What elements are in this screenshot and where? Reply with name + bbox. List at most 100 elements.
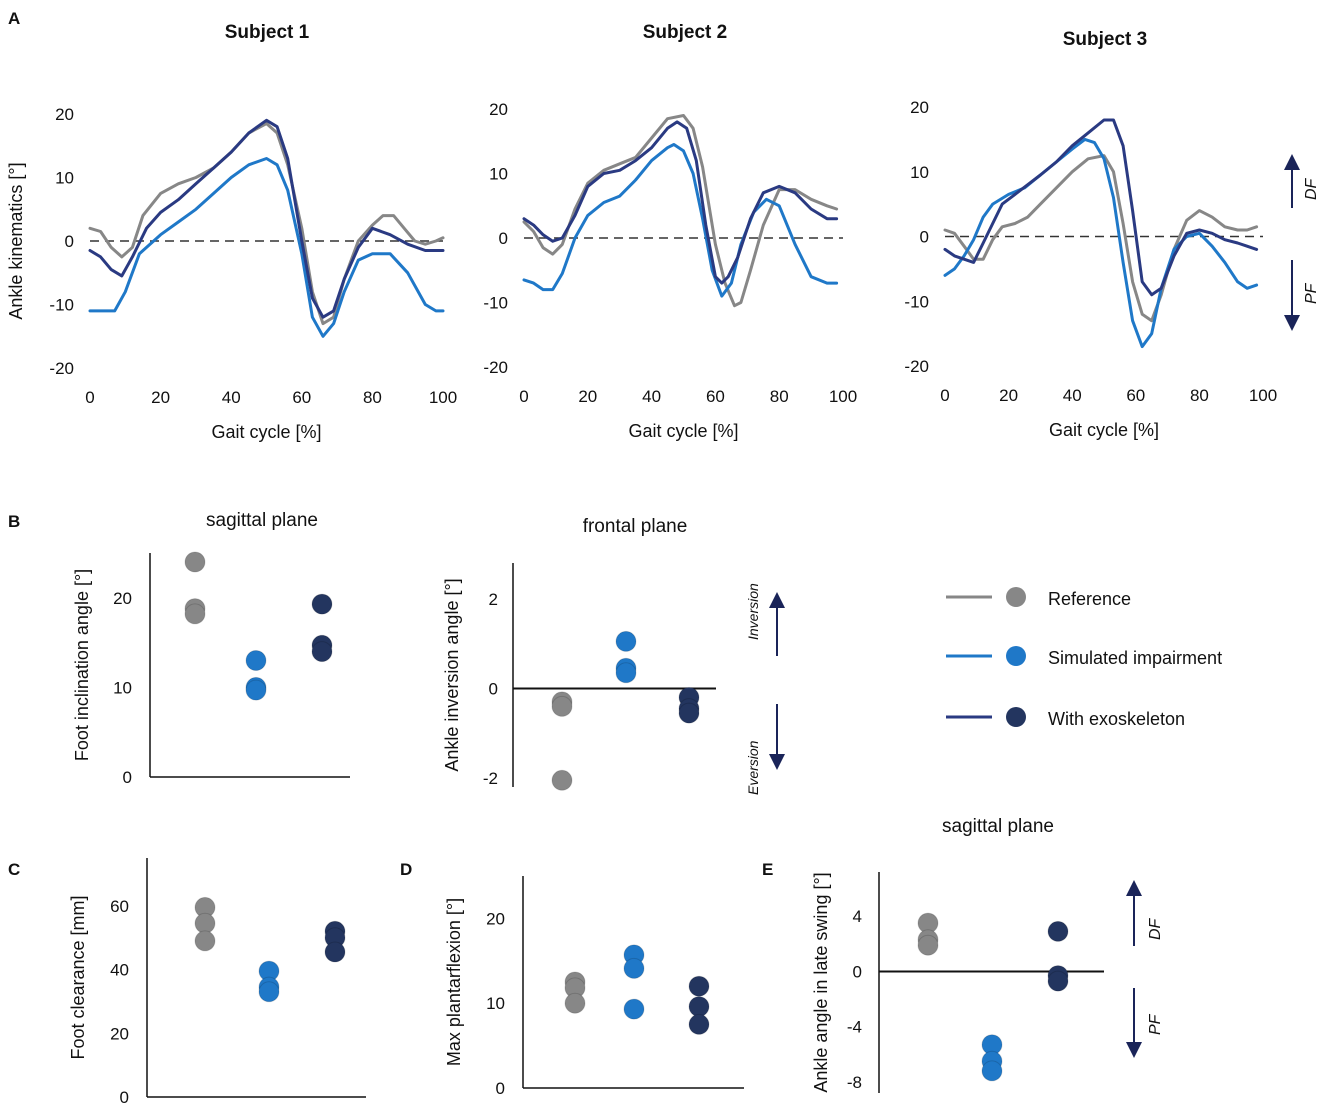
data-point-reference [184, 551, 206, 573]
data-point-reference [194, 930, 216, 952]
df-pf-arrows-e: DF PF [1126, 880, 1164, 1058]
x-tick-label: 60 [292, 388, 311, 407]
y-tick-label: 0 [65, 232, 74, 251]
data-point-reference [184, 603, 206, 625]
x-tick-label: 40 [1063, 386, 1082, 405]
x-tick-label: 0 [85, 388, 94, 407]
x-tick-label: 60 [1126, 386, 1145, 405]
x-tick-label: 80 [770, 387, 789, 406]
data-point-exoskeleton [688, 996, 710, 1018]
panel-label-e: E [762, 860, 773, 879]
x-tick-label: 100 [1249, 386, 1277, 405]
data-point-reference [917, 934, 939, 956]
data-point-exoskeleton [324, 941, 346, 963]
legend-label-reference: Reference [1048, 589, 1131, 609]
x-tick-label: 60 [706, 387, 725, 406]
y-tick-label: -20 [49, 359, 74, 378]
y-tick-label: 0 [853, 962, 862, 981]
x-tick-label: 20 [151, 388, 170, 407]
chart-late-swing: sagittal plane 4 0 -4 -8 Ankle angle in late … [811, 816, 1104, 1093]
series-line-impairment [88, 157, 445, 338]
x-tick-label: 100 [429, 388, 457, 407]
y-tick-label: 0 [920, 228, 929, 247]
y-tick-label: 10 [113, 678, 132, 697]
x-tick-label: 80 [363, 388, 382, 407]
chart-title: sagittal plane [206, 510, 318, 531]
legend-dot-exoskeleton [1006, 707, 1026, 727]
x-tick-label: 20 [578, 387, 597, 406]
x-axis-label: Gait cycle [%] [628, 421, 738, 441]
y-tick-label: -10 [483, 294, 508, 313]
data-point-exoskeleton [688, 1013, 710, 1035]
data-point-exoskeleton [678, 702, 700, 724]
legend: Reference Simulated impairment With exos… [946, 587, 1222, 729]
inversion-eversion-arrows: Inversion Eversion [745, 583, 785, 795]
y-tick-label: 20 [110, 1024, 129, 1043]
data-point-reference [564, 992, 586, 1014]
chart-title: sagittal plane [942, 816, 1054, 837]
legend-label-exoskeleton: With exoskeleton [1048, 709, 1185, 729]
y-tick-label: -4 [847, 1018, 862, 1037]
data-point-impairment [981, 1060, 1003, 1082]
y-tick-label: -2 [483, 769, 498, 788]
y-axis-label: Max plantarflexion [°] [444, 898, 464, 1066]
chart-foot-inclination: sagittal plane 0 10 20 Foot inclination angl… [72, 510, 350, 787]
data-point-impairment [245, 679, 267, 701]
x-axis-label: Gait cycle [%] [211, 422, 321, 442]
chart-title: Subject 1 [225, 22, 310, 43]
data-point-exoskeleton [311, 641, 333, 663]
y-tick-label: 20 [489, 100, 508, 119]
x-tick-label: 100 [829, 387, 857, 406]
x-tick-label: 80 [1190, 386, 1209, 405]
y-tick-label: 20 [486, 909, 505, 928]
data-point-exoskeleton [1047, 970, 1069, 992]
y-tick-label: -10 [49, 296, 74, 315]
y-tick-label: 10 [910, 163, 929, 182]
panel-label-a: A [8, 9, 20, 28]
series-line-reference [522, 114, 839, 308]
chart-max-plantarflexion: 0 10 20 Max plantarflexion [°] [444, 876, 744, 1098]
y-tick-label: 10 [486, 994, 505, 1013]
data-point-reference [194, 912, 216, 934]
df-pf-arrows-a: DF PF [1284, 154, 1320, 331]
y-axis-label: Ankle inversion angle [°] [442, 578, 462, 771]
data-point-impairment [615, 630, 637, 652]
y-tick-label: -10 [904, 292, 929, 311]
pf-label-e: PF [1147, 1013, 1164, 1035]
data-point-exoskeleton [688, 975, 710, 997]
df-label-e: DF [1147, 917, 1164, 940]
x-tick-label: 0 [940, 386, 949, 405]
y-tick-label: 2 [489, 590, 498, 609]
y-tick-label: -20 [904, 357, 929, 376]
chart-title: Subject 3 [1063, 29, 1147, 50]
series-line-exoskeleton [88, 118, 445, 319]
y-axis-label: Foot inclination angle [°] [72, 569, 92, 761]
series-line-exoskeleton [943, 118, 1259, 297]
y-tick-label: 0 [489, 679, 498, 698]
inversion-label: Inversion [745, 583, 761, 640]
x-axis-label: Gait cycle [%] [1049, 420, 1159, 440]
eversion-label: Eversion [745, 740, 761, 795]
panel-label-c: C [8, 860, 20, 879]
y-tick-label: -8 [847, 1073, 862, 1092]
chart-foot-clearance: 0 20 40 60 Foot clearance [mm] [68, 858, 366, 1107]
y-tick-label: 60 [110, 897, 129, 916]
y-tick-label: -20 [483, 358, 508, 377]
pf-label: PF [1303, 282, 1320, 304]
data-point-reference [551, 695, 573, 717]
y-tick-label: 20 [55, 105, 74, 124]
y-axis-label: Ankle angle in late swing [°] [811, 872, 831, 1092]
data-point-reference [551, 769, 573, 791]
series-line-exoskeleton [522, 120, 839, 285]
legend-label-impairment: Simulated impairment [1048, 648, 1222, 668]
y-tick-label: 0 [120, 1088, 129, 1107]
y-tick-label: 0 [123, 768, 132, 787]
y-tick-label: 0 [499, 229, 508, 248]
x-tick-label: 20 [999, 386, 1018, 405]
y-tick-label: 20 [910, 98, 929, 117]
y-tick-label: 0 [496, 1079, 505, 1098]
